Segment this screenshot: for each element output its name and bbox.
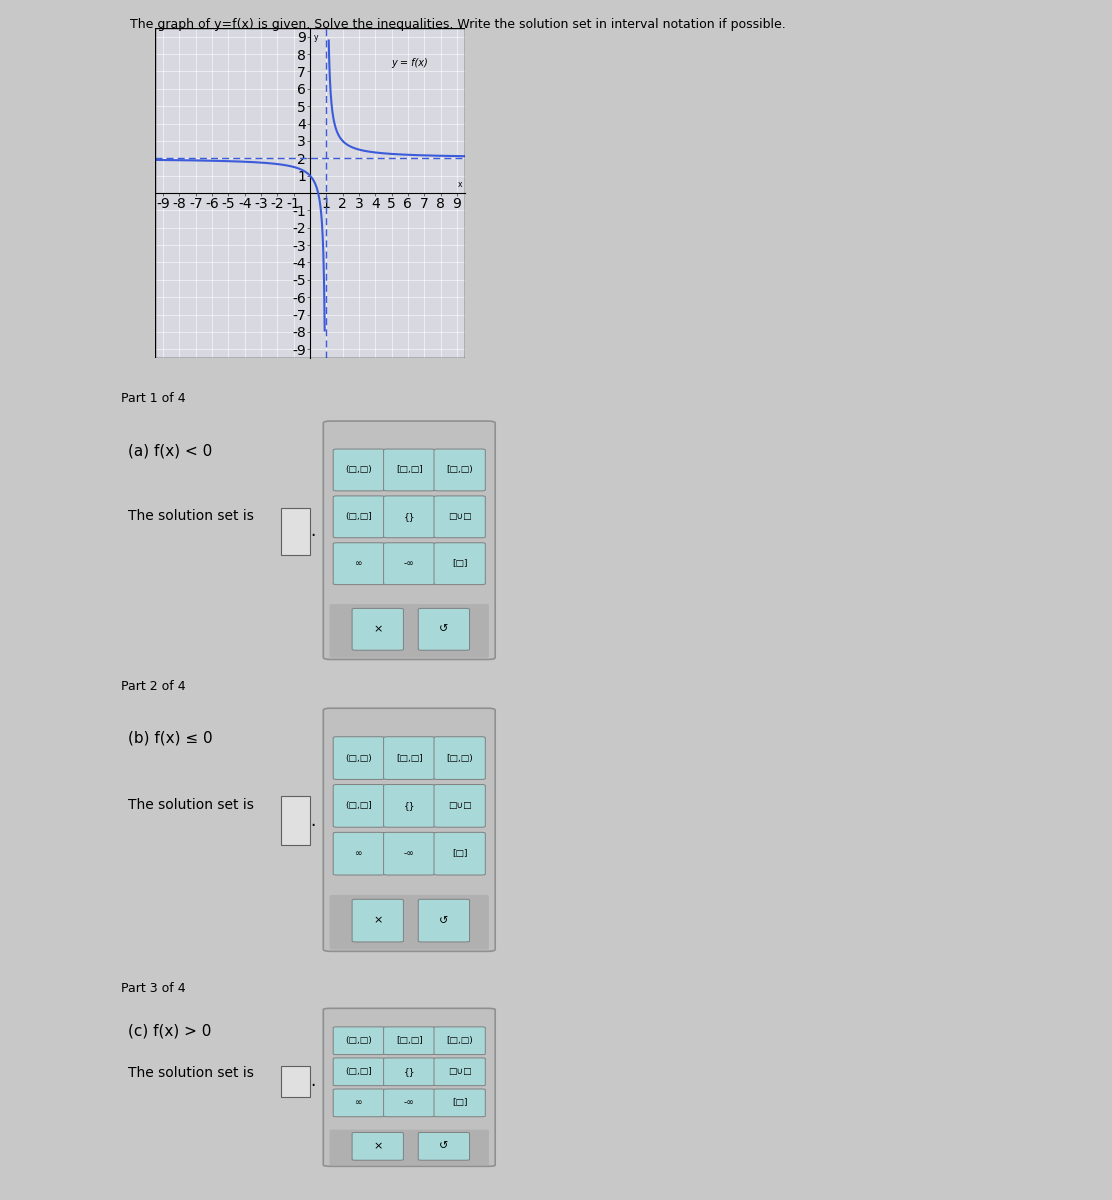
- FancyBboxPatch shape: [384, 496, 435, 538]
- FancyBboxPatch shape: [334, 833, 385, 875]
- FancyBboxPatch shape: [418, 899, 469, 942]
- FancyBboxPatch shape: [334, 1088, 385, 1117]
- Text: [□,□]: [□,□]: [396, 1037, 423, 1045]
- FancyBboxPatch shape: [329, 1129, 489, 1165]
- FancyBboxPatch shape: [434, 449, 485, 491]
- Text: (□,□]: (□,□]: [346, 802, 373, 810]
- FancyBboxPatch shape: [418, 608, 469, 650]
- Text: -∞: -∞: [404, 850, 415, 858]
- Text: [□,□]: [□,□]: [396, 466, 423, 474]
- FancyBboxPatch shape: [384, 833, 435, 875]
- Text: (□,□]: (□,□]: [346, 512, 373, 521]
- FancyBboxPatch shape: [334, 737, 385, 780]
- Text: [□,□]: [□,□]: [396, 754, 423, 762]
- Text: (□,□]: (□,□]: [346, 1067, 373, 1076]
- Text: ↺: ↺: [439, 624, 448, 635]
- FancyBboxPatch shape: [334, 1027, 385, 1055]
- Text: The solution set is: The solution set is: [128, 1067, 254, 1080]
- Text: {}: {}: [404, 802, 415, 810]
- Text: [□,□): [□,□): [446, 1037, 473, 1045]
- Text: y = f(x): y = f(x): [391, 58, 428, 67]
- Text: [□]: [□]: [451, 559, 467, 568]
- Text: The solution set is: The solution set is: [128, 798, 254, 811]
- Text: ×: ×: [373, 624, 383, 635]
- FancyBboxPatch shape: [281, 797, 310, 845]
- Text: Part 2 of 4: Part 2 of 4: [121, 679, 186, 692]
- Text: x: x: [458, 180, 463, 188]
- Text: .: .: [310, 1073, 315, 1091]
- Text: (□,□): (□,□): [346, 1037, 373, 1045]
- Text: The solution set is: The solution set is: [128, 509, 254, 523]
- Text: ×: ×: [373, 916, 383, 925]
- FancyBboxPatch shape: [334, 1058, 385, 1086]
- Text: ∞: ∞: [355, 1098, 363, 1108]
- Text: [□,□): [□,□): [446, 754, 473, 762]
- Text: (a) f(x) < 0: (a) f(x) < 0: [128, 443, 212, 458]
- FancyBboxPatch shape: [353, 608, 404, 650]
- FancyBboxPatch shape: [334, 449, 385, 491]
- Text: □∪□: □∪□: [448, 802, 471, 810]
- FancyBboxPatch shape: [329, 604, 489, 658]
- FancyBboxPatch shape: [384, 449, 435, 491]
- FancyBboxPatch shape: [434, 1088, 485, 1117]
- FancyBboxPatch shape: [384, 1058, 435, 1086]
- Text: .: .: [310, 811, 315, 829]
- FancyBboxPatch shape: [334, 496, 385, 538]
- Text: ↺: ↺: [439, 916, 448, 925]
- Text: (□,□): (□,□): [346, 754, 373, 762]
- Text: [□,□): [□,□): [446, 466, 473, 474]
- FancyBboxPatch shape: [434, 785, 485, 827]
- Text: -∞: -∞: [404, 1098, 415, 1108]
- Text: ↺: ↺: [439, 1141, 448, 1151]
- Text: -∞: -∞: [404, 559, 415, 568]
- Text: □∪□: □∪□: [448, 512, 471, 521]
- FancyBboxPatch shape: [324, 1008, 495, 1166]
- Text: [□]: [□]: [451, 850, 467, 858]
- FancyBboxPatch shape: [434, 1027, 485, 1055]
- Text: {}: {}: [404, 1067, 415, 1076]
- Text: [□]: [□]: [451, 1098, 467, 1108]
- FancyBboxPatch shape: [334, 542, 385, 584]
- Text: ×: ×: [373, 1141, 383, 1151]
- Text: .: .: [310, 522, 315, 540]
- Text: ∞: ∞: [355, 559, 363, 568]
- Text: Part 1 of 4: Part 1 of 4: [121, 392, 186, 406]
- FancyBboxPatch shape: [353, 1133, 404, 1160]
- FancyBboxPatch shape: [434, 1058, 485, 1086]
- FancyBboxPatch shape: [384, 737, 435, 780]
- FancyBboxPatch shape: [384, 542, 435, 584]
- FancyBboxPatch shape: [434, 737, 485, 780]
- Text: Part 3 of 4: Part 3 of 4: [121, 983, 186, 996]
- Text: (b) f(x) ≤ 0: (b) f(x) ≤ 0: [128, 731, 212, 746]
- FancyBboxPatch shape: [324, 421, 495, 660]
- Text: The graph of y=f(x) is given. Solve the inequalities. Write the solution set in : The graph of y=f(x) is given. Solve the …: [130, 18, 786, 31]
- FancyBboxPatch shape: [324, 708, 495, 952]
- FancyBboxPatch shape: [334, 785, 385, 827]
- FancyBboxPatch shape: [434, 833, 485, 875]
- FancyBboxPatch shape: [384, 785, 435, 827]
- Text: (□,□): (□,□): [346, 466, 373, 474]
- FancyBboxPatch shape: [353, 899, 404, 942]
- FancyBboxPatch shape: [418, 1133, 469, 1160]
- FancyBboxPatch shape: [281, 1066, 310, 1097]
- FancyBboxPatch shape: [329, 895, 489, 949]
- FancyBboxPatch shape: [434, 496, 485, 538]
- FancyBboxPatch shape: [384, 1088, 435, 1117]
- Text: □∪□: □∪□: [448, 1067, 471, 1076]
- Text: y: y: [314, 34, 318, 42]
- FancyBboxPatch shape: [384, 1027, 435, 1055]
- Text: {}: {}: [404, 512, 415, 521]
- Text: (c) f(x) > 0: (c) f(x) > 0: [128, 1024, 211, 1038]
- FancyBboxPatch shape: [281, 508, 310, 556]
- FancyBboxPatch shape: [434, 542, 485, 584]
- Text: ∞: ∞: [355, 850, 363, 858]
